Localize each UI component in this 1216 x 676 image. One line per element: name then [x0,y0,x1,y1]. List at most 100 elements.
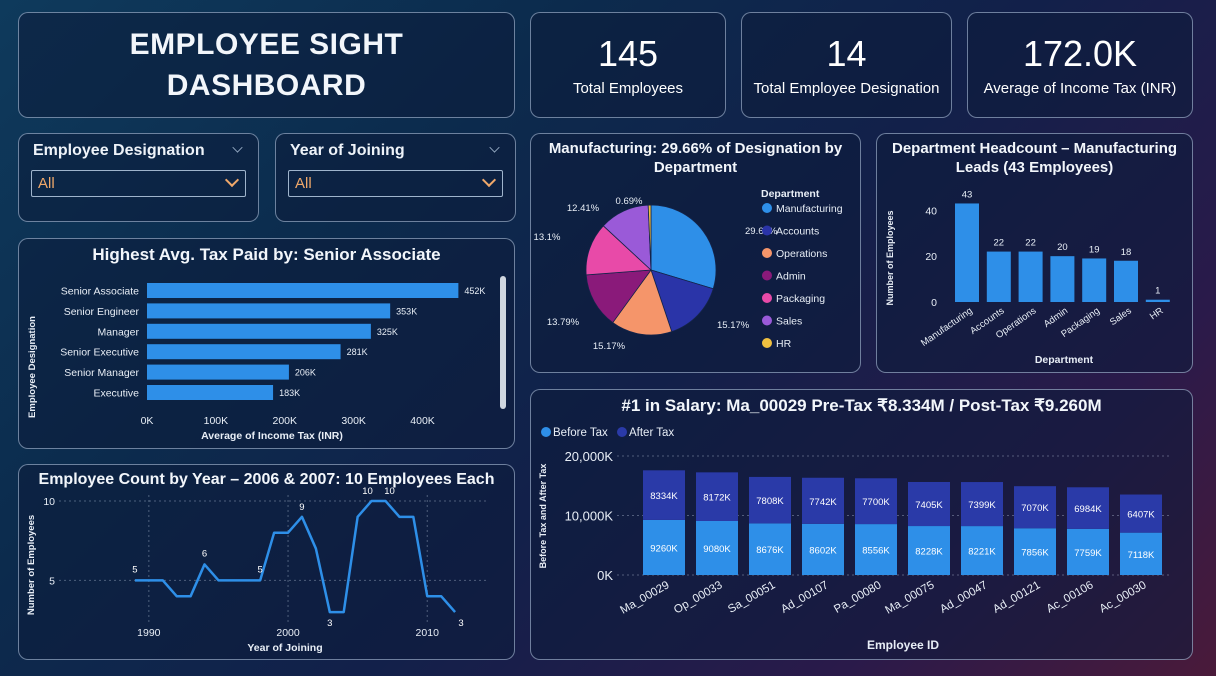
kpi-value: 172.0K [1022,32,1138,74]
data-label: 8556K [862,546,890,557]
y-tick-label: 20,000K [565,449,614,464]
x-tick-label: 100K [204,415,229,427]
data-label: 10 [362,486,373,497]
data-label: 19 [1089,244,1100,255]
bar [1050,256,1075,302]
department-pie-chart: 29.66% 15.17% 15.17% 13.79% 13.1% 12.41% 0.69%… [534,188,843,352]
y-tick-label: 10,000K [565,509,614,524]
bar [147,283,459,298]
data-label: 5 [258,564,263,575]
bar [147,385,274,400]
data-label: 8676K [756,545,784,556]
x-tick-label: Op_00033 [672,579,725,616]
slice-label: 12.41% [567,203,600,214]
kpi-total-employees: 145 Total Employees [530,12,726,118]
category-label: Manager [98,326,140,338]
x-tick-label: 1990 [137,627,161,639]
kpi-label: Total Employees [572,79,684,97]
pie-slice [585,269,652,324]
chart-title: Highest Avg. Tax Paid by: Senior Associa… [92,245,441,264]
bar-before-tax [643,519,685,575]
chevron-down-icon[interactable] [224,172,240,188]
bar-before-tax [1014,528,1056,575]
x-tick-label: Ad_00047 [938,579,989,616]
pie-slice [647,204,652,271]
tax-by-designation-chart: 0K 100K 200K 300K 400K Senior Associate 452K Se… [27,276,506,442]
slice-label: 15.17% [717,320,750,331]
legend-swatch [762,338,772,348]
legend-swatch [617,427,627,437]
data-label: 7399K [968,500,996,511]
department-headcount-chart: 0204043Manufacturing22Accounts22Operatio… [885,189,1170,366]
kpi-value: 145 [597,32,659,74]
bar-after-tax [1014,486,1056,529]
bar-before-tax [961,526,1003,575]
legend-swatch [762,248,772,258]
bar [1082,258,1107,302]
slice-label: 13.1% [534,232,561,243]
data-label: 8334K [650,491,678,502]
bar-before-tax [855,524,897,575]
data-label: 9260K [650,543,678,554]
dashboard-title-line2: DASHBOARD [166,69,367,102]
scrollbar [500,276,506,409]
data-label: 7856K [1021,548,1049,559]
data-label: 7070K [1021,503,1049,514]
y-tick-label: 10 [43,496,55,508]
bar-before-tax [749,523,791,575]
kpi-value: 14 [826,32,867,74]
y-tick-label: 0K [597,568,613,583]
legend-swatch [762,225,772,236]
designation-dropdown[interactable]: All [31,170,246,197]
legend-label: Admin [776,271,806,283]
x-tick-label: 300K [341,415,366,427]
x-axis-label: Year of Joining [247,642,322,654]
year-dropdown[interactable]: All [288,170,503,197]
data-label: 206K [295,368,316,378]
chart-title: #1 in Salary: Ma_00029 Pre-Tax ₹8.334M /… [621,396,1102,415]
data-label: 325K [377,327,398,337]
data-label: 6984K [1074,504,1102,515]
data-label: 7405K [915,500,943,511]
y-tick-label: 40 [925,205,937,217]
salary-card: #1 in Salary: Ma_00029 Pre-Tax ₹8.334M /… [530,389,1193,660]
data-label: 8172K [703,493,731,504]
legend-label: Sales [776,316,802,328]
data-label: 8221K [968,547,996,558]
data-label: 7759K [1074,548,1102,559]
category-label: Senior Engineer [64,306,140,318]
legend-label: HR [776,338,792,350]
legend-title: Department [761,188,820,200]
slicer-employee-designation[interactable]: Employee Designation All [18,133,259,222]
chart-title: Employee Count by Year – 2006 & 2007: 10… [38,471,495,488]
slicer-year-of-joining[interactable]: Year of Joining All [275,133,516,222]
data-label: 9080K [703,544,731,555]
data-label: 5 [132,564,137,575]
count-by-year-chart: 5 10 1990 2000 2010 5 6 5 9 3 10 10 3 Year of Joining… [26,486,489,654]
slice-label: 15.17% [593,341,626,352]
data-label: 281K [347,347,368,357]
x-tick-label: Ma_00075 [883,579,936,617]
count-by-year-card: Employee Count by Year – 2006 & 2007: 10… [18,464,515,660]
bar-after-tax [643,470,685,520]
dashboard-title-line1: EMPLOYEE SIGHT [129,28,404,61]
x-tick-label: Pa_00080 [832,579,883,616]
bar-before-tax [802,523,844,575]
bar-after-tax [1067,487,1109,529]
data-label: 18 [1121,247,1132,258]
chevron-down-icon[interactable] [481,172,497,188]
x-tick-label: Ad_00121 [991,579,1042,616]
x-tick-label: Sa_00051 [726,579,777,616]
x-axis-label: Average of Income Tax (INR) [201,430,343,442]
bar-after-tax [908,481,950,527]
data-label: 183K [279,388,300,398]
x-axis-label: Department [1035,354,1094,366]
dropdown-value: All [38,175,55,192]
y-tick-label: 0 [931,297,937,309]
data-label: 6 [202,548,207,559]
data-label: 7808K [756,496,784,507]
x-tick-label: Ac_00106 [1045,579,1096,615]
x-tick-label: Manufacturing [919,305,975,349]
legend-label: Operations [776,248,827,260]
y-axis-label: Before Tax and After Tax [538,464,548,569]
